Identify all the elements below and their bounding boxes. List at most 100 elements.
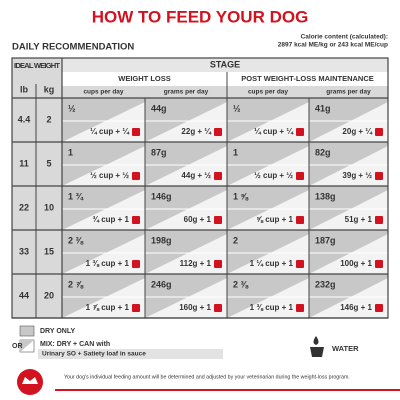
- kg-value: 10: [44, 202, 54, 212]
- mix-amount: ⅝ cup + 1: [256, 215, 293, 224]
- legend-or: OR: [12, 343, 23, 350]
- can-icon: [375, 304, 383, 312]
- dry-amount: 2 ⅜: [233, 279, 249, 289]
- cell-shade: [145, 98, 227, 142]
- mix-amount: 20g + ¼: [342, 127, 373, 136]
- lb-value: 22: [19, 202, 29, 212]
- cell-shade: [62, 186, 145, 230]
- cell-shade: [145, 186, 227, 230]
- dry-amount: 2 ⅞: [68, 279, 84, 289]
- mix-amount: ¼ cup + ¼: [90, 127, 130, 136]
- can-icon: [214, 260, 222, 268]
- cell-shade: [62, 274, 145, 318]
- mix-amount: 22g + ¼: [181, 127, 212, 136]
- kg-value: 2: [46, 114, 51, 124]
- kg-value: 15: [44, 246, 54, 256]
- dry-amount: 138g: [315, 191, 336, 201]
- subheader: grams per day: [326, 89, 371, 96]
- dry-amount: 87g: [151, 147, 167, 157]
- mix-amount: ¼ cup + ¼: [254, 127, 294, 136]
- lb-value: 11: [19, 158, 29, 168]
- lb-value: 33: [19, 246, 29, 256]
- calorie-value: 2897 kcal ME/kg or 243 kcal ME/cup: [278, 42, 388, 49]
- dry-amount: 1 ¾: [68, 191, 85, 201]
- stage-row: [62, 58, 388, 72]
- cell-shade: [227, 230, 309, 274]
- lb-value: 4.4: [18, 114, 31, 124]
- mix-amount: ½ cup + ½: [90, 171, 129, 180]
- cell-shade: [309, 274, 388, 318]
- dry-amount: 2 ⅜: [68, 235, 84, 245]
- can-icon: [214, 304, 222, 312]
- cell-shade: [309, 142, 388, 186]
- dry-amount: 146g: [151, 191, 172, 201]
- can-icon: [296, 172, 304, 180]
- mix-amount: 1 ⅜ cup + 1: [250, 303, 294, 312]
- can-icon: [214, 128, 222, 136]
- title: HOW TO FEED YOUR DOG: [92, 7, 309, 26]
- mix-amount: 1 ⅜ cup + 1: [86, 259, 130, 268]
- legend-product: Urinary SO + Satiety loaf in sauce: [42, 351, 146, 358]
- dry-amount: 232g: [315, 279, 336, 289]
- kg-header: kg: [44, 84, 55, 94]
- can-icon: [296, 216, 304, 224]
- mix-amount: 1 ¼ cup + 1: [250, 259, 294, 268]
- can-icon: [132, 216, 140, 224]
- mix-amount: 39g + ½: [342, 171, 372, 180]
- can-icon: [132, 304, 140, 312]
- section-row: [62, 72, 388, 86]
- dry-amount: 1: [233, 147, 238, 157]
- table-border: [11, 57, 389, 319]
- mix-swatch-fill: [20, 340, 34, 352]
- cell-shade: [309, 186, 388, 230]
- mix-amount: 112g + 1: [180, 259, 212, 268]
- cell-shade: [62, 98, 145, 142]
- mix-amount: 60g + 1: [184, 215, 212, 224]
- dry-amount: 82g: [315, 147, 331, 157]
- legend-dry: DRY ONLY: [40, 328, 75, 335]
- cell-shade: [227, 98, 309, 142]
- dry-amount: 1 ⅝: [233, 191, 249, 201]
- mix-amount: 100g + 1: [340, 259, 372, 268]
- can-icon: [214, 216, 222, 224]
- can-icon: [132, 172, 140, 180]
- can-icon: [375, 172, 383, 180]
- lb-value: 44: [19, 290, 29, 300]
- lb-header: lb: [20, 84, 29, 94]
- dry-amount: 2: [233, 235, 238, 245]
- subtitle: DAILY RECOMMENDATION: [12, 42, 134, 53]
- weight-header: IDEAL WEIGHT: [14, 61, 60, 70]
- can-icon: [375, 260, 383, 268]
- cell-shade: [227, 274, 309, 318]
- legend-water: WATER: [332, 344, 359, 353]
- mix-amount: ½ cup + ½: [254, 171, 293, 180]
- footer-note: Your dog's individual feeding amount wil…: [64, 374, 350, 380]
- dry-amount: 1: [68, 147, 73, 157]
- dry-swatch: [19, 325, 35, 337]
- cell-shade: [309, 230, 388, 274]
- section-header: WEIGHT LOSS: [118, 74, 171, 83]
- can-icon: [132, 128, 140, 136]
- subheader: cups per day: [83, 89, 123, 96]
- can-icon: [296, 304, 304, 312]
- cell-shade: [145, 230, 227, 274]
- cell-shade: [145, 142, 227, 186]
- product-bg: [38, 349, 223, 359]
- cell-shade: [145, 274, 227, 318]
- legend-mix: MIX: DRY + CAN with: [40, 341, 110, 348]
- cell-shade: [227, 186, 309, 230]
- dry-amount: 187g: [315, 235, 336, 245]
- cell-shade: [62, 142, 145, 186]
- subheader: grams per day: [164, 89, 209, 96]
- dry-amount: 41g: [315, 103, 331, 113]
- subheader-row: [62, 86, 388, 98]
- subheader: cups per day: [248, 89, 288, 96]
- mix-amount: ¾ cup + 1: [92, 215, 129, 224]
- kg-value: 5: [46, 158, 51, 168]
- cell-shade: [309, 98, 388, 142]
- section-header: POST WEIGHT-LOSS MAINTENANCE: [241, 74, 374, 83]
- mix-amount: 1 ⅞ cup + 1: [86, 303, 130, 312]
- can-icon: [296, 128, 304, 136]
- water-bowl: [310, 347, 324, 357]
